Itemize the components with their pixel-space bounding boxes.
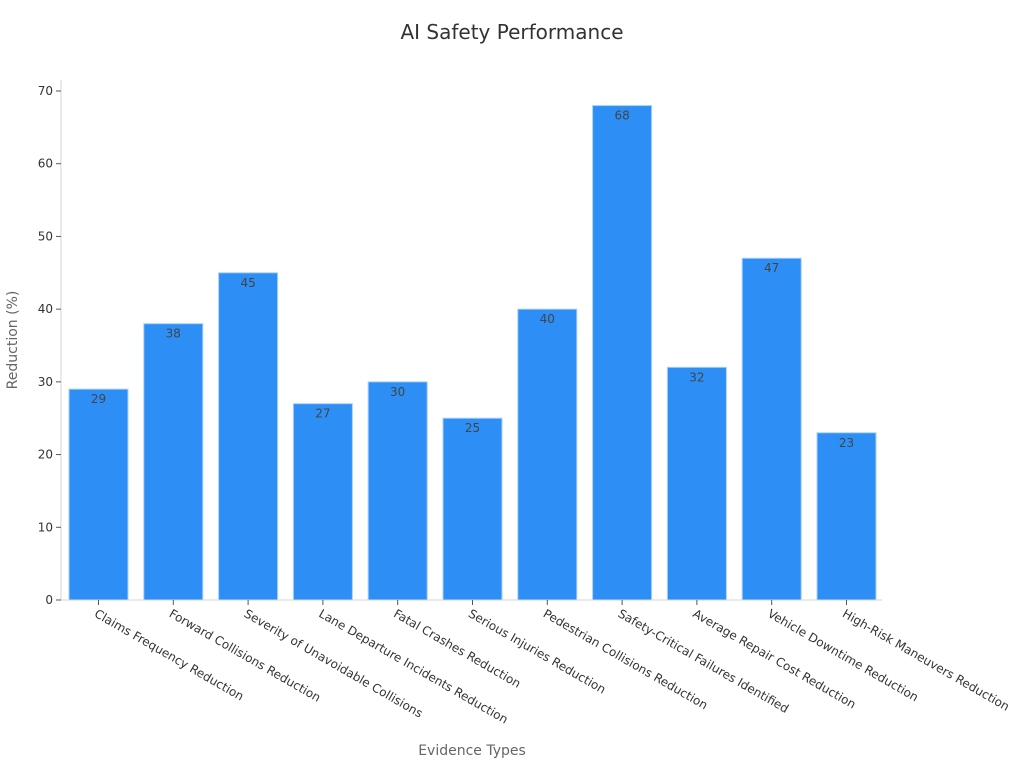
y-tick-label: 0 xyxy=(45,593,53,607)
bar-value-label: 40 xyxy=(540,312,555,326)
x-tick-label: Serious Injuries Reduction xyxy=(466,606,608,696)
bar xyxy=(68,388,129,601)
bar-value-label: 32 xyxy=(689,370,704,384)
bar-value-label: 68 xyxy=(614,109,629,123)
y-tick-label: 70 xyxy=(38,84,53,98)
bar xyxy=(741,257,802,601)
bar-value-label: 38 xyxy=(166,327,181,341)
y-axis-title: Reduction (%) xyxy=(5,291,21,390)
x-tick-label: Claims Frequency Reduction xyxy=(92,606,246,703)
bar xyxy=(367,381,428,601)
bar xyxy=(292,403,353,601)
bar-value-label: 29 xyxy=(91,392,106,406)
bar xyxy=(517,308,578,601)
bar-value-label: 45 xyxy=(240,276,255,290)
bar-value-label: 27 xyxy=(315,407,330,421)
y-tick-label: 40 xyxy=(38,302,53,316)
bar-value-label: 25 xyxy=(465,421,480,435)
chart-title: AI Safety Performance xyxy=(400,20,624,44)
y-tick-label: 20 xyxy=(38,448,53,462)
bars: 29 38 45 27 30 25 40 68 32 47 23 xyxy=(68,105,877,601)
bar-value-label: 30 xyxy=(390,385,405,399)
y-tick-label: 60 xyxy=(38,157,53,171)
bar xyxy=(666,366,727,601)
bar-value-label: 47 xyxy=(764,261,779,275)
y-tick-label: 50 xyxy=(38,229,53,243)
bar-value-label: 23 xyxy=(839,436,854,450)
y-tick-label: 10 xyxy=(38,520,53,534)
x-axis-title: Evidence Types xyxy=(418,743,526,759)
bar xyxy=(442,417,503,601)
bar xyxy=(816,432,877,601)
bar xyxy=(143,323,204,601)
y-tick-label: 30 xyxy=(38,375,53,389)
y-axis: 0 10 20 30 40 50 60 70 xyxy=(38,80,62,607)
bar xyxy=(218,272,279,601)
bar xyxy=(592,105,653,601)
x-tick-label: Fatal Crashes Reduction xyxy=(391,606,523,690)
